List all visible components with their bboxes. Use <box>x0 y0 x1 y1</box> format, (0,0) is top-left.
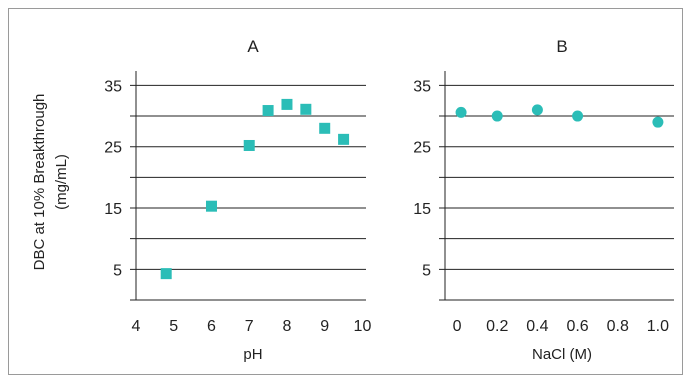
y-axis-label-line-2: (mg/mL) <box>53 154 70 210</box>
panel-a-data-point <box>160 268 172 280</box>
panel-a-data-point <box>319 122 331 134</box>
shared-y-axis-label: DBC at 10% Breakthrough (mg/mL) <box>31 94 70 271</box>
panel-b-x-tick-label: 0.8 <box>607 318 629 335</box>
panel-a-data-point <box>281 98 293 110</box>
panel-a-x-tick-label: 9 <box>320 318 329 335</box>
panel-a-data-point <box>300 103 312 115</box>
panel-a-x-tick-label: 8 <box>283 318 292 335</box>
panel-b-x-tick-label: 0.4 <box>526 318 548 335</box>
panel-b-data-point <box>652 116 664 128</box>
panel-b-x-tick-label: 0 <box>453 318 462 335</box>
panel-b-x-tick-label: 0.6 <box>566 318 588 335</box>
figure-frame <box>8 8 683 375</box>
panel-b-y-tick-label: 35 <box>413 78 431 95</box>
panel-b-x-tick-label: 0.2 <box>486 318 508 335</box>
panel-a-x-tick-label: 7 <box>245 318 254 335</box>
panel-a-x-axis-label: pH <box>243 346 262 363</box>
panel-a-y-tick-label: 5 <box>113 262 122 279</box>
panel-b-data-point <box>455 106 467 118</box>
panel-a-data-point <box>338 133 350 145</box>
panel-b-y-tick-label: 15 <box>413 201 431 218</box>
panel-a-y-tick-label: 15 <box>104 201 122 218</box>
y-axis-label-line-1: DBC at 10% Breakthrough <box>31 94 48 271</box>
panel-b-data-point <box>491 110 503 122</box>
panel-a-data-point <box>262 105 274 117</box>
panel-b-x-tick-label: 1.0 <box>647 318 669 335</box>
panel-a-x-tick-label: 10 <box>354 318 372 335</box>
panel-a-x-tick-label: 6 <box>207 318 216 335</box>
panel-a-y-tick-label: 35 <box>104 78 122 95</box>
panel-a-title: A <box>247 37 259 56</box>
panel-a-x-tick-label: 5 <box>169 318 178 335</box>
panel-b-x-axis-label: NaCl (M) <box>532 346 592 363</box>
panel-b-y-tick-label: 25 <box>413 140 431 157</box>
panel-a-data-point <box>205 200 217 212</box>
panel-b-nacl: B NaCl (M) 5 15 25 35 0 0.2 0.4 0.6 0.8 1.0 <box>413 37 674 363</box>
panel-a-x-tick-label: 4 <box>132 318 141 335</box>
panel-b-data-point <box>572 110 584 122</box>
panel-b-y-tick-label: 5 <box>422 262 431 279</box>
panel-a-y-tick-label: 25 <box>104 140 122 157</box>
panel-b-data-point <box>531 104 543 116</box>
panel-b-title: B <box>556 37 567 56</box>
panel-a-data-point <box>243 139 255 151</box>
